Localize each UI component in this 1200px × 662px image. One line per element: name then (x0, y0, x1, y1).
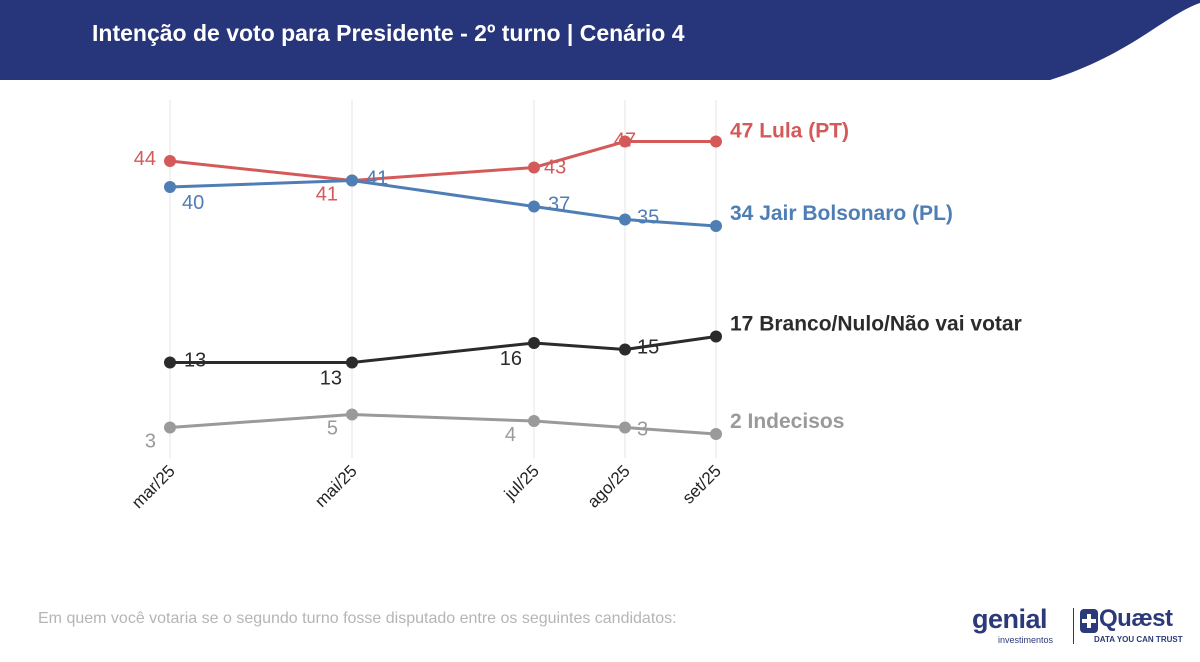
data-point (346, 356, 358, 369)
data-label: 13 (320, 368, 342, 390)
logo-divider (1073, 608, 1074, 644)
series-lula-pt-: 44 41 43 47 47 Lula (PT) (134, 120, 849, 206)
grid-layer (169, 100, 717, 458)
x-tick-label: set/25 (679, 461, 725, 507)
data-label: 47 (614, 130, 636, 152)
data-label: 37 (548, 194, 570, 216)
data-label: 41 (316, 184, 338, 206)
genial-logo: genial (972, 604, 1048, 634)
data-label: 44 (134, 148, 156, 170)
data-point (619, 213, 631, 226)
data-label: 43 (544, 157, 566, 179)
data-label: 3 (637, 419, 648, 441)
series-end-label: 47 Lula (PT) (730, 120, 849, 143)
quaest-plus-icon (1080, 609, 1098, 633)
data-point (619, 343, 631, 356)
question-footnote: Em quem você votaria se o segundo turno … (38, 610, 677, 627)
data-label: 35 (637, 207, 659, 229)
page-title: Intenção de voto para Presidente - 2º tu… (92, 20, 685, 46)
data-label: 5 (327, 418, 338, 440)
data-label: 3 (145, 431, 156, 453)
data-point (528, 337, 540, 349)
data-point (528, 161, 540, 174)
series-end-label: 17 Branco/Nulo/Não vai votar (730, 313, 1022, 336)
data-point (710, 428, 722, 440)
x-axis: mar/25 mai/25 jul/25 ago/25 set/25 (128, 461, 725, 512)
data-point (710, 135, 722, 148)
header-banner: Intenção de voto para Presidente - 2º tu… (0, 0, 1200, 80)
series-line (169, 178, 717, 228)
series-end-label: 34 Jair Bolsonaro (PL) (730, 202, 953, 225)
data-label: 40 (182, 192, 204, 214)
x-tick-label: mar/25 (128, 461, 179, 512)
data-point (710, 220, 722, 232)
data-point (528, 415, 540, 427)
logos: genial investimentos Quæst DATA YOU CAN … (968, 604, 1183, 648)
data-point (346, 408, 358, 421)
quaest-logo-subtitle: DATA YOU CAN TRUST (1094, 635, 1183, 644)
x-tick-label: mai/25 (311, 461, 361, 511)
data-label: 15 (637, 337, 659, 359)
series-jair-bolsonaro-pl-: 40 41 37 35 34 Jair Bolsonaro (PL) (164, 168, 953, 232)
series-line (170, 335, 717, 364)
series-indecisos: 3 5 4 3 2 Indecisos (145, 408, 844, 453)
genial-logo-subtitle: investimentos (998, 635, 1054, 645)
data-point (710, 330, 722, 343)
data-point (619, 421, 631, 434)
data-point (164, 155, 176, 167)
data-point (619, 135, 631, 148)
series-line (169, 412, 717, 436)
header-background (0, 0, 1200, 80)
data-point (346, 174, 358, 187)
data-label: 4 (505, 424, 516, 446)
data-point (528, 200, 540, 213)
data-label: 13 (184, 350, 206, 372)
x-tick-label: jul/25 (500, 461, 543, 504)
data-point (164, 356, 176, 369)
x-tick-label: ago/25 (584, 461, 634, 511)
data-label: 16 (500, 348, 522, 370)
series-branco-nulo-n-o-vai-votar: 13 13 16 15 17 Branco/Nulo/Não vai votar (164, 313, 1022, 390)
data-label: 41 (366, 168, 388, 190)
data-point (164, 421, 176, 434)
data-point (164, 181, 176, 193)
series-end-label: 2 Indecisos (730, 410, 844, 433)
quaest-logo: Quæst (1099, 605, 1173, 632)
